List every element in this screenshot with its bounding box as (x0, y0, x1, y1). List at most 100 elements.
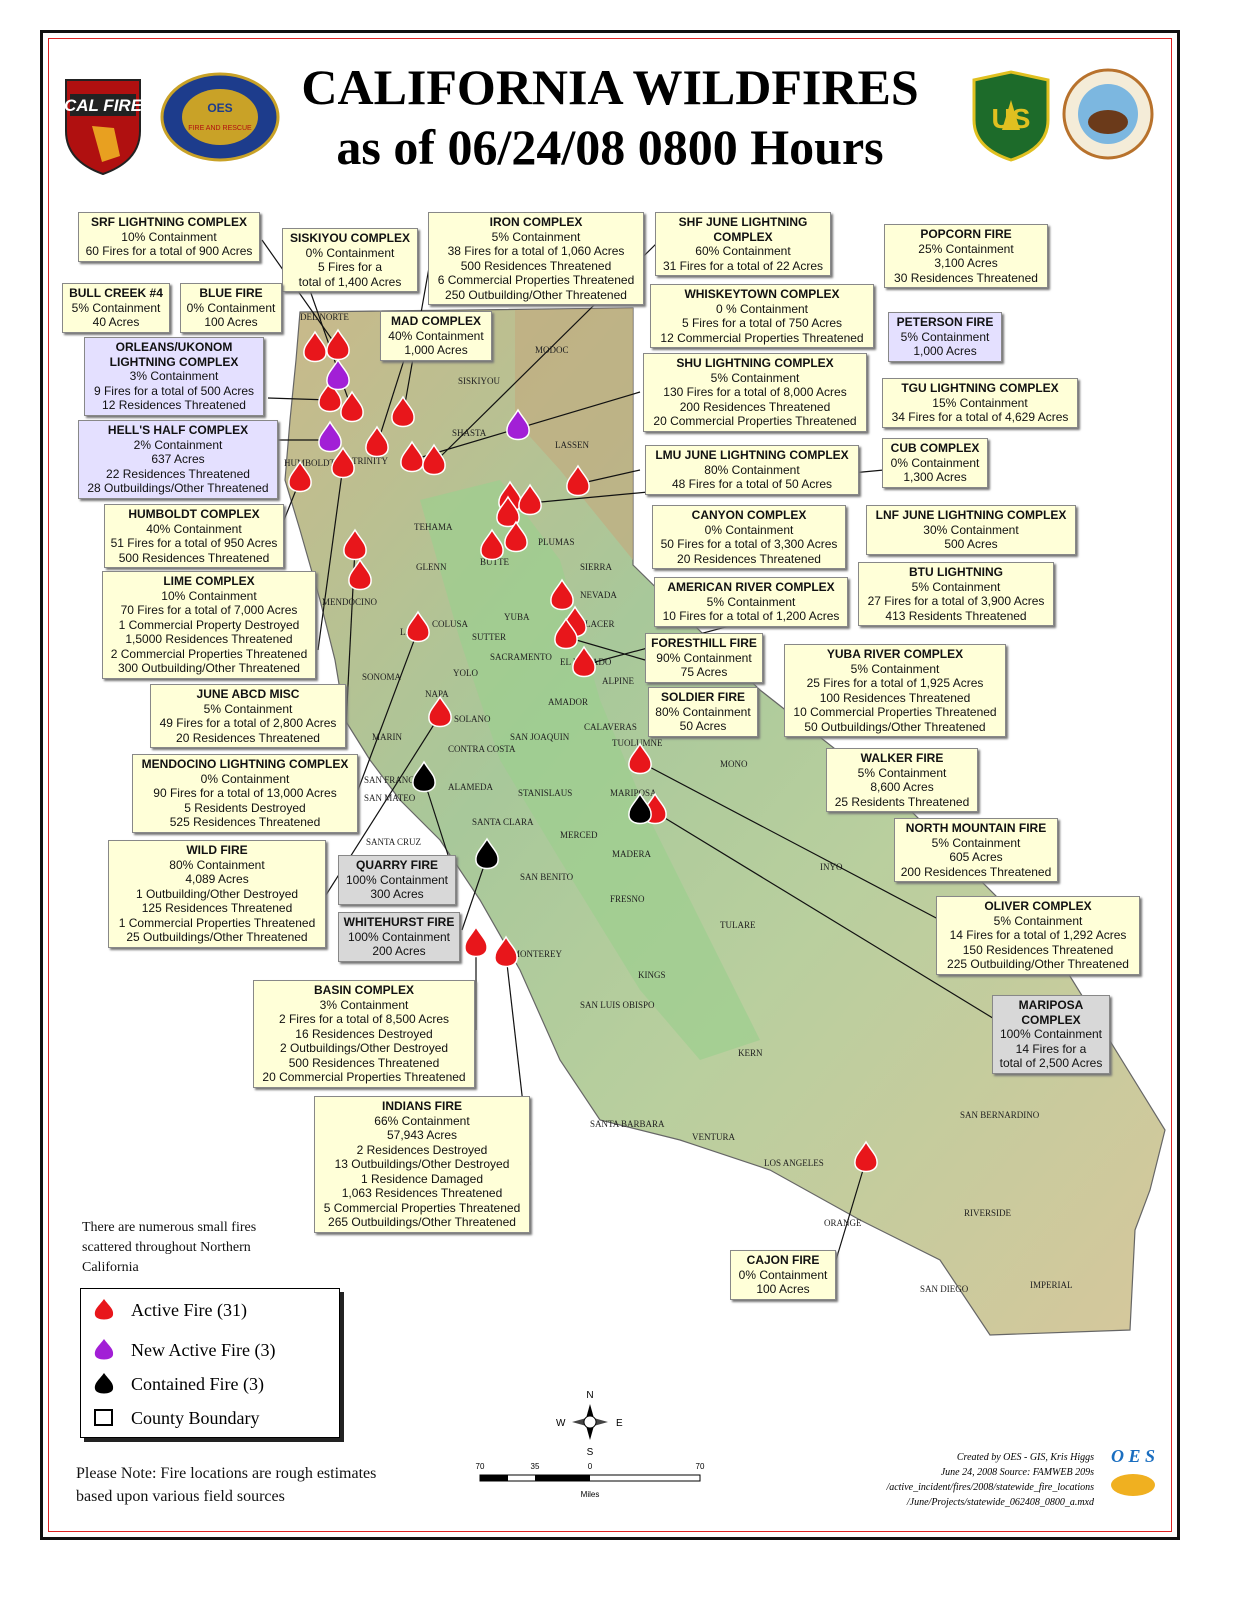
leader-line (565, 636, 646, 661)
fire-detail: 13 Outbuildings/Other Destroyed (334, 1157, 510, 1171)
county-label: MENDOCINO (322, 597, 377, 607)
compass-n: N (586, 1390, 593, 1401)
fire-detail: 6 Commercial Properties Threatened (437, 273, 635, 287)
fire-name: BULL CREEK #4 (69, 286, 163, 300)
fire-detail: 80% Containment (655, 704, 751, 719)
active-fire-icon (288, 460, 312, 493)
county-label: HUMBOLDT (284, 458, 336, 468)
fire-name: SHU LIGHTNING COMPLEX (676, 356, 834, 370)
county-label: MONTEREY (512, 949, 562, 959)
fire-detail: 0% Containment (305, 245, 395, 260)
fire-detail: 51 Fires for a total of 950 Acres (110, 536, 278, 550)
fire-detail: 413 Residents Threatened (885, 608, 1027, 623)
legend-label: County Boundary (131, 1407, 260, 1428)
fire-info-box: BASIN COMPLEX 3% Containment 2 Fires for a… (253, 980, 475, 1088)
fire-detail: 100% Containment (347, 929, 451, 944)
page-title: CALIFORNIA WILDFIRES (301, 59, 919, 115)
fire-detail: 1 Commercial Properties Threatened (118, 915, 316, 930)
fire-detail: 200 Residences Threatened (679, 399, 831, 414)
fire-info-box: YUBA RIVER COMPLEX 5% Containment 25 Fires… (784, 644, 1006, 737)
modoc-plateau (515, 308, 633, 560)
fire-info-box: CUB COMPLEX 0% Containment 1,300 Acres (882, 438, 988, 488)
oes-logo: OES FIRE AND RESCUE (160, 72, 280, 162)
fire-detail: total of 2,500 Acres (999, 1056, 1103, 1070)
fire-detail: 1,5000 Residences Threatened (125, 632, 293, 646)
contained-fire-icon (475, 837, 499, 870)
fire-info-box: MENDOCINO LIGHTNING COMPLEX 0% Containmen… (132, 754, 358, 833)
fire-name: SOLDIER FIRE (660, 690, 745, 704)
fire-detail: 60% Containment (695, 244, 791, 258)
fire-name: LMU JUNE LIGHTNING COMPLEX (655, 448, 849, 462)
compass-rose: N S E W (556, 1390, 623, 1458)
fire-detail: 225 Outbuilding/Other Threatened (947, 957, 1129, 971)
county-label: SAN LUIS OBISPO (580, 1000, 655, 1010)
fire-info-box: BLUE FIRE 0% Containment 100 Acres (180, 283, 282, 333)
county-label: MARIPOSA (610, 788, 657, 798)
fire-detail: 200 Acres (372, 944, 426, 958)
oes-logo-text: O E S (1110, 1446, 1155, 1466)
fire-detail: 5 Fires for a total of 750 Acres (681, 316, 843, 330)
legend-label: Contained Fire (3) (131, 1373, 264, 1394)
fire-detail: 200 Residences Threatened (900, 864, 1052, 879)
county-label: CALAVERAS (584, 722, 637, 732)
fire-detail: 48 Fires for a total of 50 Acres (671, 477, 833, 491)
bear-icon (1111, 1474, 1155, 1496)
county-label: TULARE (720, 920, 756, 930)
active-fire-icon (348, 558, 372, 591)
fire-info-box: PETERSON FIRE 5% Containment 1,000 Acres (888, 312, 1002, 362)
usfs-logo: US (972, 70, 1050, 162)
scale-tick: 35 (531, 1462, 540, 1471)
leader-line (654, 811, 997, 1021)
fire-detail: 4,089 Acres (185, 872, 249, 886)
fire-name: WHITEHURST FIRE (343, 915, 455, 929)
fire-detail: 50 Acres (679, 719, 727, 733)
county-label: RIVERSIDE (964, 1208, 1012, 1218)
fire-info-box: LIME COMPLEX 10% Containment 70 Fires for … (102, 571, 316, 679)
fire-info-box: HELL'S HALF COMPLEX 2% Containment 637 Acr… (78, 420, 278, 499)
new-active-fire-icon (318, 420, 342, 453)
fire-info-box: WALKER FIRE 5% Containment 8,600 Acres 25 R… (826, 748, 978, 812)
contained-fire-icon (94, 1373, 114, 1394)
county-label: YOLO (453, 668, 478, 678)
county-label: SONOMA (362, 672, 402, 682)
scale-tick: 70 (476, 1462, 485, 1471)
fire-info-box: LMU JUNE LIGHTNING COMPLEX 80% Containmen… (645, 445, 859, 495)
contained-fire-icon (412, 760, 436, 793)
county-label: YUBA (504, 612, 530, 622)
fire-name: OLIVER COMPLEX (984, 899, 1092, 913)
county-label: TUOLUMNE (612, 738, 663, 748)
fire-detail: 14 Fires for a total of 1,292 Acres (949, 928, 1127, 942)
active-fire-icon (854, 1140, 878, 1173)
fire-detail: 5% Containment (931, 835, 1021, 850)
fire-detail: 2 Residences Destroyed (356, 1142, 488, 1157)
fire-detail: 0% Containment (738, 1267, 828, 1282)
fire-info-box: BTU LIGHTNING 5% Containment 27 Fires for … (858, 562, 1054, 626)
fire-name: TGU LIGHTNING COMPLEX (901, 381, 1059, 395)
fire-name: MARIPOSA COMPLEX (1018, 998, 1084, 1027)
active-fire-icon (400, 440, 424, 473)
fire-detail: 3,100 Acres (934, 256, 998, 270)
fire-detail: 50 Outbuildings/Other Threatened (804, 719, 986, 734)
svg-text:OES: OES (207, 101, 232, 115)
fire-name: ORLEANS/UKONOM LIGHTNING COMPLEX (109, 340, 239, 369)
fire-detail: 5% Containment (491, 229, 581, 244)
county-label: SIERRA (580, 562, 613, 572)
county-label: KINGS (638, 970, 666, 980)
new-active-fire-icon (94, 1339, 114, 1360)
fire-detail: 300 Acres (370, 887, 424, 901)
leader-line (639, 761, 941, 921)
fire-detail: 637 Acres (151, 452, 205, 466)
svg-text:CAL FIRE: CAL FIRE (64, 96, 143, 115)
fire-detail: 500 Residences Threatened (460, 258, 612, 273)
active-fire-icon (628, 742, 652, 775)
fire-detail: 90% Containment (656, 650, 752, 665)
fire-info-box: AMERICAN RIVER COMPLEX 5% Containment 10 F… (654, 577, 848, 627)
fire-detail: 0% Containment (704, 522, 794, 537)
fire-name: MAD COMPLEX (391, 314, 481, 328)
county-label: SANTA CRUZ (366, 837, 421, 847)
credit-line: /active_incident/fires/2008/statewide_fi… (886, 1482, 1094, 1493)
fire-info-box: IRON COMPLEX 5% Containment 38 Fires for a… (428, 212, 644, 305)
county-label: SACRAMENTO (490, 652, 552, 662)
active-fire-icon (554, 617, 578, 650)
fire-detail: 5% Containment (911, 579, 1001, 594)
